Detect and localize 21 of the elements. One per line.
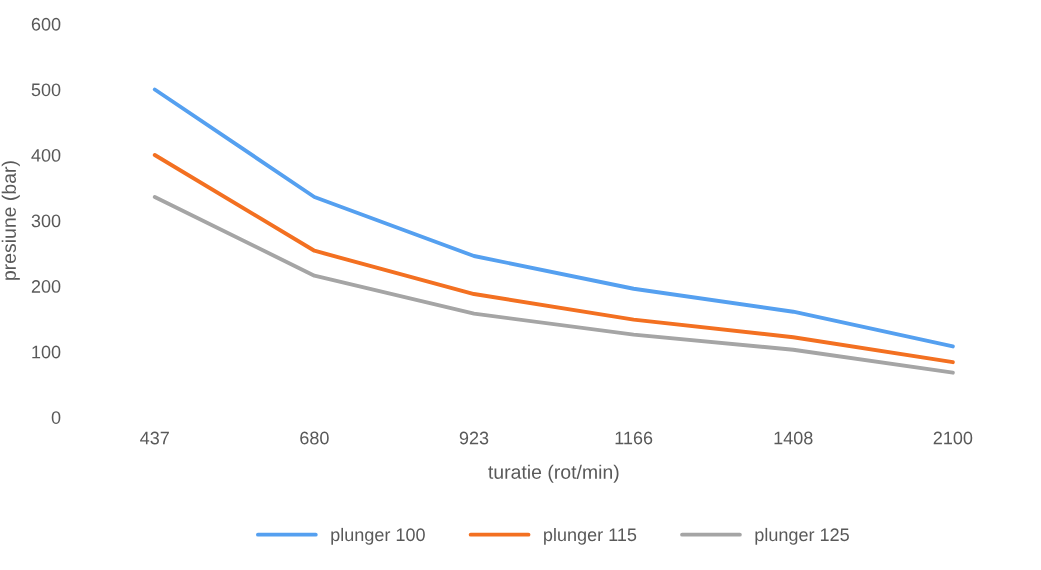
x-tick-label: 1408 bbox=[774, 431, 813, 445]
y-tick-label: 400 bbox=[31, 148, 61, 162]
x-tick-label: 437 bbox=[140, 431, 169, 445]
x-tick-label: 1166 bbox=[615, 431, 653, 445]
x-tick-label: 923 bbox=[459, 431, 489, 445]
legend-label: plunger 115 bbox=[544, 527, 637, 545]
line-series bbox=[152, 195, 955, 375]
y-tick-label: 600 bbox=[31, 17, 61, 31]
y-tick-label: 0 bbox=[51, 411, 61, 424]
y-axis-title: presiune (bar) bbox=[1, 161, 20, 280]
x-tick-label: 680 bbox=[300, 431, 329, 445]
x-axis-title: turatie (rot/min) bbox=[488, 464, 619, 483]
legend-label: plunger 125 bbox=[755, 527, 849, 545]
y-tick-label: 500 bbox=[31, 83, 61, 97]
y-tick-label: 100 bbox=[32, 345, 61, 359]
y-tick-label: 300 bbox=[31, 214, 61, 228]
legend-label: plunger 100 bbox=[331, 527, 425, 545]
line-series bbox=[152, 87, 955, 349]
x-tick-label: 2100 bbox=[933, 431, 973, 445]
line-series bbox=[152, 153, 955, 365]
y-tick-label: 200 bbox=[31, 280, 61, 293]
